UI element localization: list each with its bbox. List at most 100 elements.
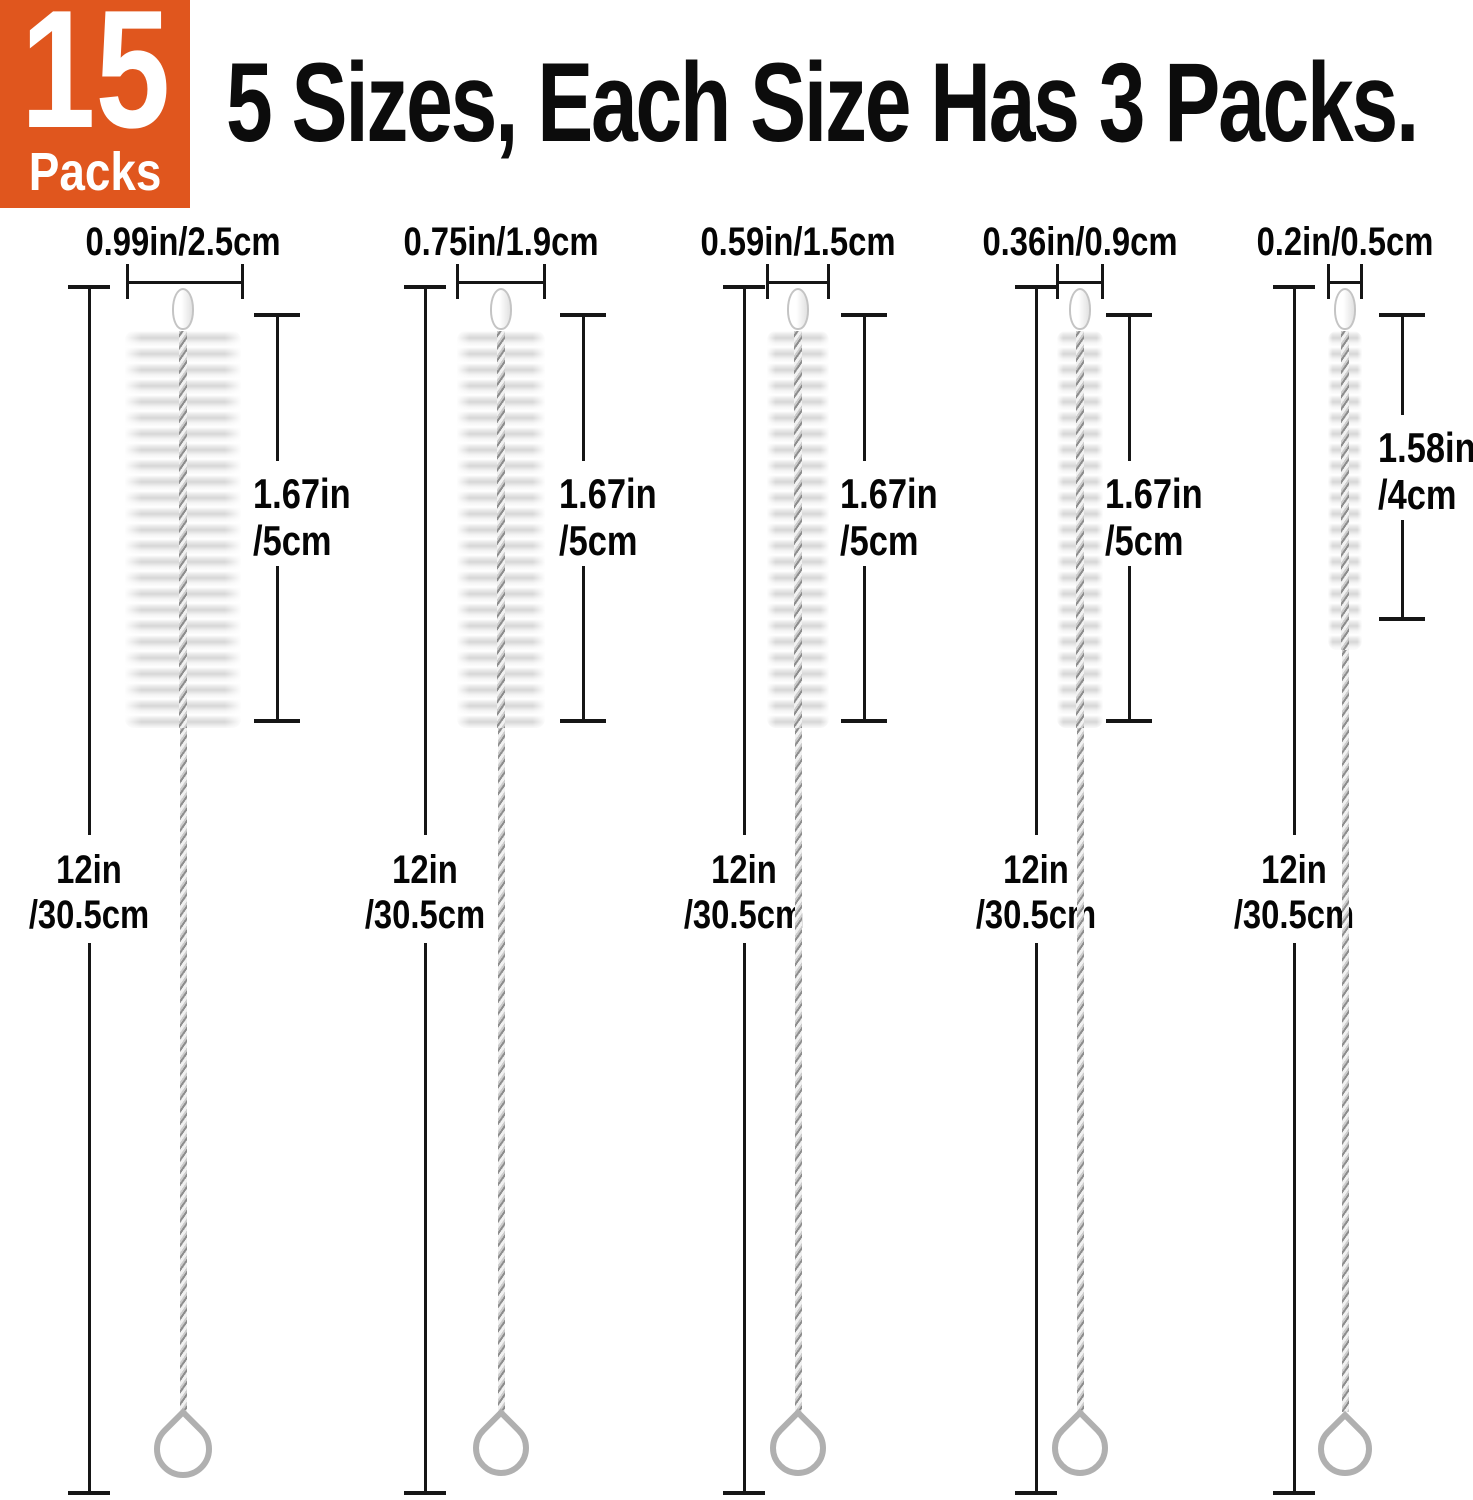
- badge-unit: Packs: [28, 142, 162, 202]
- brush-loop-handle: [141, 1407, 225, 1491]
- brush-tip: [787, 288, 809, 330]
- brush-head-core: [497, 331, 505, 728]
- brush-length-line-upper: [582, 313, 585, 461]
- brush-length-inches: 1.58in: [1378, 424, 1473, 471]
- brush-stem: [1342, 650, 1349, 1412]
- brush-tip: [172, 288, 194, 330]
- total-length-inches: 12in: [392, 848, 458, 892]
- brush-tip: [1069, 288, 1091, 330]
- brush-head-core: [1341, 331, 1349, 650]
- brush-length-inches: 1.67in: [840, 470, 938, 517]
- total-length-cap-bottom: [404, 1491, 446, 1495]
- brush-stem: [1077, 728, 1084, 1412]
- width-dimension-label: 0.59in/1.5cm: [700, 220, 896, 264]
- brush-length-cm: /5cm: [840, 517, 919, 564]
- total-length-label: 12in /30.5cm: [637, 848, 850, 938]
- total-length-cm: /30.5cm: [1233, 893, 1355, 937]
- width-dimension-label: 0.36in/0.9cm: [982, 220, 1178, 264]
- brush-head-core: [794, 331, 802, 728]
- brush-loop-handle: [1306, 1410, 1384, 1488]
- brush-length-line-upper: [863, 313, 866, 461]
- brush-head-core: [1076, 331, 1084, 728]
- brush-length-cap-bottom: [1379, 617, 1425, 621]
- total-length-cm: /30.5cm: [975, 893, 1097, 937]
- total-length-line-lower: [88, 943, 91, 1491]
- brush-length-inches: 1.67in: [559, 470, 657, 517]
- brush-length-inches: 1.67in: [1105, 470, 1203, 517]
- width-tick-right: [1360, 264, 1363, 299]
- total-length-label: 12in /30.5cm: [929, 848, 1142, 938]
- width-tick-right: [543, 264, 546, 299]
- brush-length-line-upper: [1128, 313, 1131, 461]
- width-dimension-line: [1057, 281, 1103, 284]
- brush-length-line-lower: [582, 566, 585, 719]
- brush-length-line-upper: [276, 313, 279, 461]
- total-length-line-lower: [1293, 943, 1296, 1491]
- total-length-cap-bottom: [723, 1491, 765, 1495]
- width-tick-left: [766, 264, 769, 299]
- total-length-cm: /30.5cm: [683, 893, 805, 937]
- total-length-line-upper: [1293, 285, 1296, 835]
- total-length-cm: /30.5cm: [364, 893, 486, 937]
- width-tick-left: [126, 264, 129, 299]
- brush-tip: [1334, 288, 1356, 330]
- brush-length-line-lower: [863, 566, 866, 719]
- brush-length-line-upper: [1401, 313, 1404, 415]
- brush-length-label: 1.67in /5cm: [253, 470, 351, 564]
- brush-stem: [498, 728, 505, 1412]
- badge-count: 15: [20, 0, 170, 163]
- total-length-line-upper: [743, 285, 746, 835]
- width-dimension-line: [1328, 281, 1362, 284]
- brush-length-cap-bottom: [560, 719, 606, 723]
- width-dimension-line: [767, 281, 829, 284]
- width-dimension-line: [127, 281, 243, 284]
- total-length-cm: /30.5cm: [28, 893, 150, 937]
- width-tick-right: [1101, 264, 1104, 299]
- total-length-cap-bottom: [1015, 1491, 1057, 1495]
- width-dimension-label: 0.2in/0.5cm: [1256, 220, 1434, 264]
- total-length-inches: 12in: [1003, 848, 1069, 892]
- main-title: 5 Sizes, Each Size Has 3 Packs.: [226, 40, 1419, 165]
- brush-length-label: 1.58in /4cm: [1378, 424, 1473, 518]
- total-length-cap-bottom: [68, 1491, 110, 1495]
- brush-length-cap-bottom: [841, 719, 887, 723]
- brush-length-cm: /5cm: [559, 517, 638, 564]
- total-length-inches: 12in: [1261, 848, 1327, 892]
- brush-length-cm: /5cm: [253, 517, 332, 564]
- brush-tip: [490, 288, 512, 330]
- brush-length-label: 1.67in /5cm: [559, 470, 657, 564]
- total-length-line-lower: [1035, 943, 1038, 1491]
- brush-length-line-lower: [1401, 520, 1404, 619]
- brush-length-label: 1.67in /5cm: [1105, 470, 1203, 564]
- brush-stem: [795, 728, 802, 1412]
- brush-length-line-lower: [1128, 566, 1131, 719]
- total-length-line-lower: [424, 943, 427, 1491]
- brush-length-cm: /4cm: [1378, 471, 1457, 518]
- total-length-line-lower: [743, 943, 746, 1491]
- brush-length-label: 1.67in /5cm: [840, 470, 938, 564]
- width-dimension-label: 0.99in/2.5cm: [85, 220, 281, 264]
- brush-loop-handle: [758, 1408, 838, 1488]
- total-length-label: 12in /30.5cm: [1187, 848, 1400, 938]
- brush-length-cap-bottom: [254, 719, 300, 723]
- brush-stem: [180, 728, 187, 1412]
- brush-length-inches: 1.67in: [253, 470, 351, 517]
- width-tick-left: [456, 264, 459, 299]
- brush-loop-handle: [461, 1408, 541, 1488]
- width-tick-right: [241, 264, 244, 299]
- brush-length-cap-bottom: [1106, 719, 1152, 723]
- total-length-cap-bottom: [1273, 1491, 1315, 1495]
- width-tick-right: [827, 264, 830, 299]
- brush-head-core: [179, 331, 187, 728]
- total-length-line-upper: [88, 285, 91, 835]
- width-dimension-label: 0.75in/1.9cm: [403, 220, 599, 264]
- total-length-line-upper: [1035, 285, 1038, 835]
- brush-length-line-lower: [276, 566, 279, 719]
- brush-length-cm: /5cm: [1105, 517, 1184, 564]
- width-tick-left: [1327, 264, 1330, 299]
- total-length-line-upper: [424, 285, 427, 835]
- brush-loop-handle: [1040, 1408, 1120, 1488]
- total-length-label: 12in /30.5cm: [318, 848, 531, 938]
- total-length-inches: 12in: [711, 848, 777, 892]
